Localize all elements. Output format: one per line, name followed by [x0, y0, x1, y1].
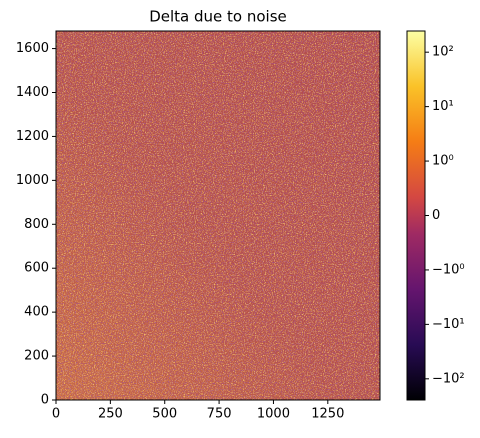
colorbar-tick-label: −10² — [432, 371, 465, 386]
y-tick-label: 1200 — [16, 129, 49, 144]
y-tick-label: 1600 — [16, 41, 49, 56]
colorbar-tick-label: 0 — [432, 208, 440, 223]
x-tick-label: 250 — [98, 407, 123, 422]
colorbar-tick-label: 10¹ — [432, 99, 454, 114]
plot-frame — [55, 30, 381, 401]
x-tick-label: 1000 — [257, 407, 290, 422]
y-tick-label: 400 — [24, 305, 49, 320]
chart-title: Delta due to noise — [149, 8, 287, 26]
colorbar — [407, 31, 425, 400]
colorbar-tick-label: −10⁰ — [432, 262, 465, 277]
x-tick-label: 500 — [152, 407, 177, 422]
y-tick-label: 1000 — [16, 173, 49, 188]
x-tick-label: 1250 — [311, 407, 344, 422]
x-tick-label: 0 — [52, 407, 60, 422]
colorbar-tick-label: 10⁰ — [432, 154, 454, 169]
y-tick-label: 600 — [24, 261, 49, 276]
heatmap-image — [56, 31, 380, 400]
colorbar-tick-label: −10¹ — [432, 317, 465, 332]
y-tick-label: 200 — [24, 349, 49, 364]
y-tick-label: 1400 — [16, 85, 49, 100]
colorbar-tick-label: 10² — [432, 45, 454, 60]
y-tick-label: 0 — [41, 393, 49, 408]
x-tick-label: 750 — [207, 407, 232, 422]
y-tick-label: 800 — [24, 217, 49, 232]
